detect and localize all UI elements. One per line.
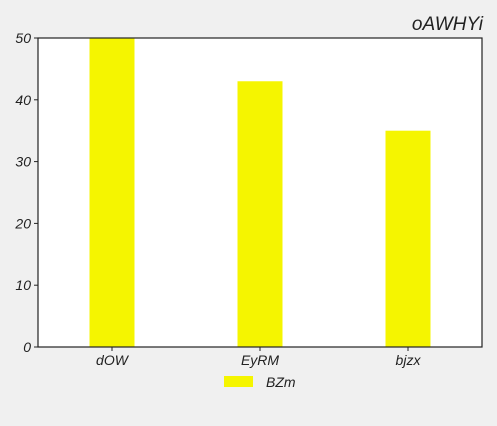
legend: BZm (224, 374, 296, 390)
y-tick-label: 50 (15, 30, 31, 46)
plot-frame (37, 37, 483, 348)
legend-label: BZm (266, 374, 296, 390)
x-axis-ticks: dOW EyRM bjzx (96, 347, 421, 368)
legend-swatch (224, 376, 253, 387)
y-tick-label: 20 (14, 215, 31, 231)
bar-dOW (89, 38, 135, 347)
y-tick-label: 10 (15, 277, 31, 293)
x-tick-label: EyRM (241, 352, 279, 368)
chart-title: oAWHYi (412, 14, 484, 35)
x-tick-label: dOW (96, 352, 130, 368)
x-tick-label: bjzx (396, 352, 422, 368)
y-tick-label: 40 (15, 92, 31, 108)
bar-bjzx (385, 130, 431, 347)
bars-group (89, 38, 431, 347)
y-tick-label: 0 (23, 339, 31, 355)
y-axis-ticks: 0 10 20 30 40 50 (14, 30, 38, 355)
bar-EyRM (237, 81, 283, 347)
y-tick-label: 30 (15, 154, 31, 170)
